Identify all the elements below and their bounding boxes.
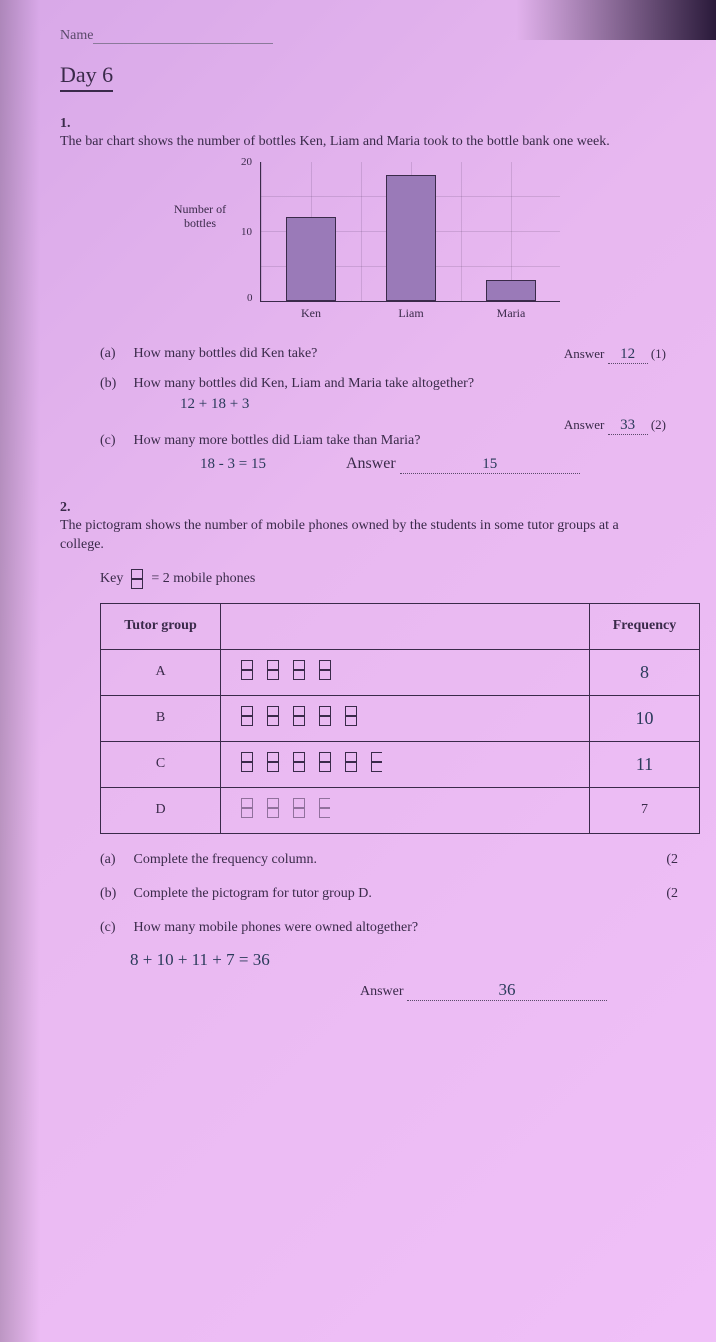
- ytick-20: 20: [241, 156, 252, 168]
- xlabel-maria: Maria: [486, 306, 536, 321]
- q1a-text: How many bottles did Ken take?: [134, 346, 318, 361]
- pictogram-key: Key = 2 mobile phones: [100, 569, 676, 589]
- xlabel-liam: Liam: [386, 306, 436, 321]
- q1a-answer: 12: [608, 346, 648, 364]
- freq-cell: 11: [590, 741, 700, 787]
- phone-icon-handdrawn: [293, 798, 305, 818]
- q2c-answer: 36: [407, 980, 607, 1001]
- phone-icon: [345, 752, 357, 772]
- freq-cell: 7: [590, 787, 700, 833]
- phone-half-icon-handdrawn: [319, 798, 331, 818]
- q1a-letter: (a): [100, 346, 130, 362]
- q1c: (c) How many more bottles did Liam take …: [100, 433, 676, 449]
- phone-icon: [319, 752, 331, 772]
- group-cell: A: [101, 649, 221, 695]
- q2-text: The pictogram shows the number of mobile…: [60, 516, 660, 555]
- phone-icon: [319, 706, 331, 726]
- key-label: Key: [100, 571, 123, 587]
- phone-icon: [293, 706, 305, 726]
- name-label: Name: [60, 28, 93, 43]
- phone-icon: [293, 660, 305, 680]
- phone-icon: [267, 706, 279, 726]
- q1-number: 1.: [60, 116, 84, 132]
- phone-icon: [267, 660, 279, 680]
- phone-icon: [241, 660, 253, 680]
- col-tutor: Tutor group: [101, 603, 221, 649]
- phone-icon: [319, 660, 331, 680]
- ytick-10: 10: [241, 226, 252, 238]
- phone-icon: [131, 569, 143, 589]
- q1c-answer: 15: [400, 456, 580, 474]
- q1a-marks: (1): [651, 346, 666, 361]
- q2b-letter: (b): [100, 886, 130, 902]
- q2b-text: Complete the pictogram for tutor group D…: [134, 886, 372, 901]
- q1b-marks: (2): [651, 417, 666, 432]
- q1a: (a) How many bottles did Ken take? Answe…: [100, 346, 676, 362]
- picto-cell: [221, 649, 590, 695]
- table-row: A8: [101, 649, 700, 695]
- bar-maria: [486, 280, 536, 301]
- group-cell: D: [101, 787, 221, 833]
- q2c-working: 8 + 10 + 11 + 7 = 36: [130, 950, 676, 970]
- q2b-marks: (2: [666, 886, 678, 902]
- q2a: (a) Complete the frequency column. (2: [100, 852, 676, 868]
- picto-cell: [221, 741, 590, 787]
- xlabel-ken: Ken: [286, 306, 336, 321]
- bar-ken: [286, 217, 336, 301]
- picto-cell: [221, 695, 590, 741]
- q2c-text: How many mobile phones were owned altoge…: [134, 920, 419, 935]
- q2a-marks: (2: [666, 852, 678, 868]
- picto-cell: [221, 787, 590, 833]
- q2a-letter: (a): [100, 852, 130, 868]
- phone-icon-handdrawn: [267, 798, 279, 818]
- q1c-working: 18 - 3 = 15: [200, 456, 266, 473]
- phone-icon: [241, 706, 253, 726]
- phone-icon: [241, 752, 253, 772]
- table-row: C 11: [101, 741, 700, 787]
- phone-icon: [293, 752, 305, 772]
- group-cell: B: [101, 695, 221, 741]
- phone-icon: [267, 752, 279, 772]
- freq-cell: 8: [590, 649, 700, 695]
- question-1: 1. The bar chart shows the number of bot…: [60, 116, 676, 152]
- name-field: Name: [60, 28, 676, 44]
- q1b: (b) How many bottles did Ken, Liam and M…: [100, 376, 676, 392]
- q1b-working: 12 + 18 + 3: [180, 396, 676, 413]
- ytick-0: 0: [247, 292, 253, 304]
- phone-icon-handdrawn: [241, 798, 253, 818]
- q1c-text: How many more bottles did Liam take than…: [134, 433, 421, 448]
- q2a-text: Complete the frequency column.: [134, 852, 318, 867]
- chart-ylabel: Number of bottles: [170, 202, 230, 231]
- group-cell: C: [101, 741, 221, 787]
- table-row: B 10: [101, 695, 700, 741]
- bar-chart: Number of bottles 20 10 0 KenLiamMaria: [240, 162, 600, 332]
- q2-number: 2.: [60, 500, 84, 516]
- answer-label: Answer: [360, 984, 404, 999]
- answer-label: Answer: [564, 346, 604, 361]
- q2c: (c) How many mobile phones were owned al…: [100, 920, 676, 936]
- freq-cell: 10: [590, 695, 700, 741]
- phone-icon: [345, 706, 357, 726]
- col-picto: [221, 603, 590, 649]
- answer-label: Answer: [564, 417, 604, 432]
- day-title: Day 6: [60, 62, 113, 92]
- answer-label: Answer: [346, 455, 396, 472]
- col-freq: Frequency: [590, 603, 700, 649]
- table-row: D7: [101, 787, 700, 833]
- pictogram-table: Tutor group Frequency A8B10C11D7: [100, 603, 700, 834]
- q2b: (b) Complete the pictogram for tutor gro…: [100, 886, 676, 902]
- q1b-text: How many bottles did Ken, Liam and Maria…: [134, 376, 475, 391]
- key-text: = 2 mobile phones: [151, 571, 255, 587]
- q1b-letter: (b): [100, 376, 130, 392]
- q1c-letter: (c): [100, 433, 130, 449]
- q1-text: The bar chart shows the number of bottle…: [60, 132, 660, 152]
- phone-half-icon: [371, 752, 383, 772]
- question-2: 2. The pictogram shows the number of mob…: [60, 500, 676, 555]
- q2c-letter: (c): [100, 920, 130, 936]
- bar-liam: [386, 175, 436, 301]
